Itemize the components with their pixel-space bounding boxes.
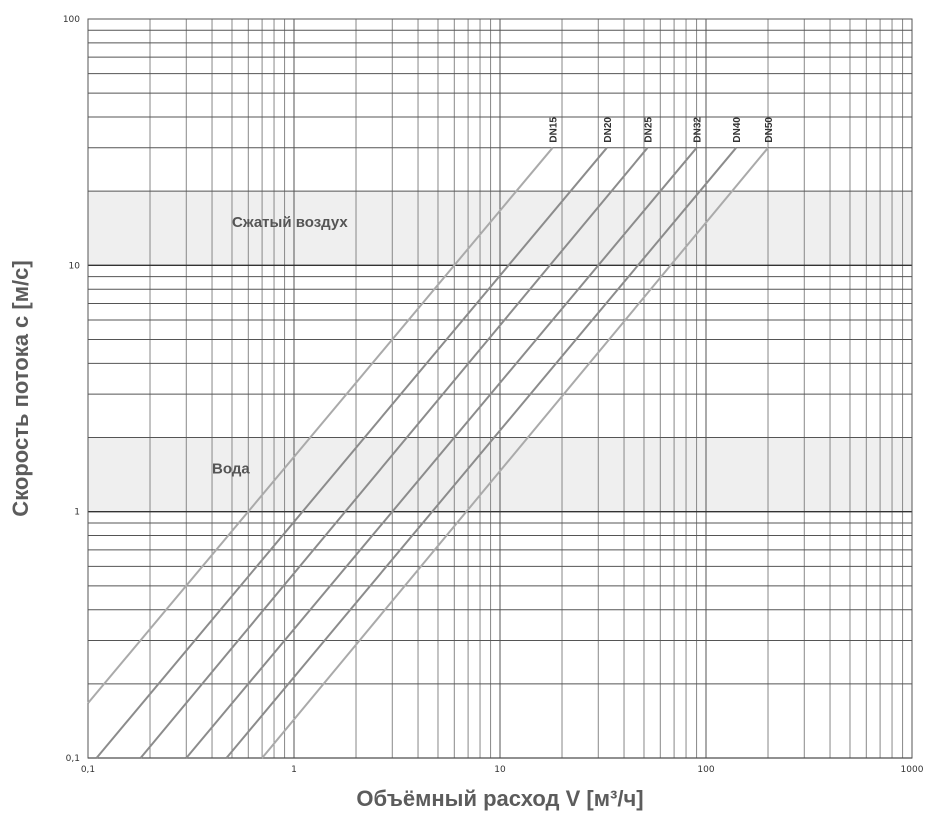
- series-label-dn40: DN40: [732, 117, 743, 143]
- series-label-dn50: DN50: [764, 117, 775, 143]
- series-label-dn15: DN15: [549, 117, 560, 143]
- y-tick-label: 0,1: [66, 754, 80, 764]
- band-label-group: Сжатый воздух Вода: [212, 214, 348, 477]
- x-tick-label: 10: [494, 765, 506, 775]
- plot-frame: [87, 18, 913, 759]
- tick-label-group: 0,1 1 10 100 1000 0,1 1 10 100: [63, 15, 924, 775]
- series-group: [87, 147, 769, 759]
- grid-group: [87, 19, 912, 759]
- series-line-dn40: [225, 147, 737, 759]
- y-tick-label: 10: [69, 261, 81, 271]
- x-tick-label: 0,1: [81, 765, 95, 775]
- band-label: Сжатый воздух: [232, 214, 348, 231]
- x-tick-label: 100: [697, 765, 714, 775]
- y-tick-label: 100: [63, 15, 80, 25]
- x-tick-label: 1: [291, 765, 297, 775]
- band-label: Вода: [212, 460, 250, 477]
- series-line-dn50: [261, 147, 769, 759]
- x-tick-label: 1000: [901, 765, 924, 775]
- series-line-dn25: [139, 147, 649, 759]
- series-label-dn32: DN32: [693, 117, 704, 143]
- y-tick-label: 1: [74, 508, 80, 518]
- series-line-dn20: [95, 147, 608, 759]
- series-label-group: DN15 DN20 DN25 DN32 DN40 DN50: [549, 117, 775, 143]
- series-line-dn32: [185, 147, 698, 759]
- series-line-dn15: [87, 147, 554, 704]
- y-axis-title: Скорость потока c [м/с]: [8, 260, 33, 516]
- x-axis-title: Объёмный расход V [м³/ч]: [356, 786, 643, 811]
- series-label-dn20: DN20: [603, 117, 614, 143]
- series-label-dn25: DN25: [643, 117, 654, 143]
